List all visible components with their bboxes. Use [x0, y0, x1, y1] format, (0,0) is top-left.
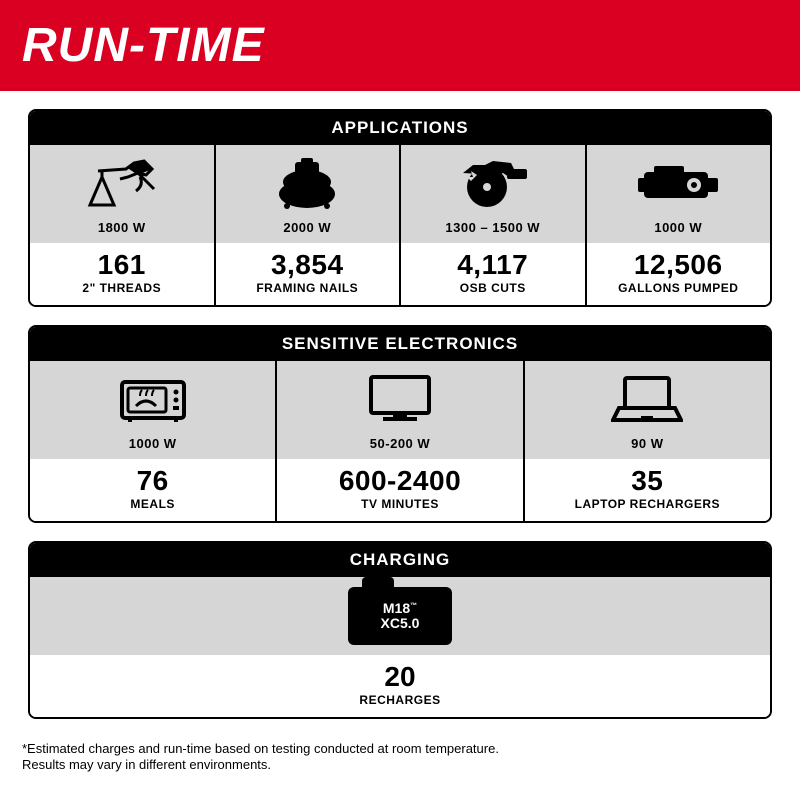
app-cell-osb: 1300 – 1500 W 4,117 OSB CUTS — [401, 145, 587, 305]
threads-watt: 1800 W — [30, 220, 214, 243]
saw-icon — [401, 145, 585, 220]
meals-watt: 1000 W — [30, 436, 275, 459]
app-cell-pump: 1000 W 12,506 GALLONS PUMPED — [587, 145, 771, 305]
framing-watt: 2000 W — [216, 220, 400, 243]
footnote: *Estimated charges and run-time based on… — [0, 737, 500, 774]
laptop-label: LAPTOP RECHARGERS — [525, 497, 770, 521]
app-cell-framing: 2000 W 3,854 FRAMING NAILS — [216, 145, 402, 305]
osb-watt: 1300 – 1500 W — [401, 220, 585, 243]
electronics-title: SENSITIVE ELECTRONICS — [30, 327, 770, 361]
battery-tm: ™ — [410, 603, 417, 610]
battery-line2: XC5.0 — [381, 615, 420, 631]
osb-label: OSB CUTS — [401, 281, 585, 305]
battery-icon: M18™ XC5.0 — [30, 577, 770, 655]
header-title: RUN-TIME — [22, 19, 265, 72]
tv-icon — [277, 361, 522, 436]
elec-cell-tv: 50-200 W 600-2400 TV MINUTES — [277, 361, 524, 521]
battery-text: M18™ XC5.0 — [381, 601, 420, 630]
osb-value: 4,117 — [401, 243, 585, 281]
battery-line1: M18 — [383, 600, 410, 616]
applications-row: 1800 W 161 2" THREADS 2000 W 3,854 FRAMI… — [30, 145, 770, 305]
charging-section: CHARGING M18™ XC5.0 20 RECHARGES — [28, 541, 772, 719]
threader-icon — [30, 145, 214, 220]
threads-label: 2" THREADS — [30, 281, 214, 305]
app-cell-threads: 1800 W 161 2" THREADS — [30, 145, 216, 305]
content-area: APPLICATIONS 1800 W 161 2" THREADS 2000 … — [0, 91, 800, 719]
charging-value: 20 — [30, 655, 770, 693]
pump-watt: 1000 W — [587, 220, 771, 243]
tv-watt: 50-200 W — [277, 436, 522, 459]
charging-title: CHARGING — [30, 543, 770, 577]
laptop-watt: 90 W — [525, 436, 770, 459]
header-banner: RUN-TIME — [0, 0, 800, 91]
electronics-section: SENSITIVE ELECTRONICS 1000 W 76 MEALS 50… — [28, 325, 772, 523]
framing-value: 3,854 — [216, 243, 400, 281]
electronics-row: 1000 W 76 MEALS 50-200 W 600-2400 TV MIN… — [30, 361, 770, 521]
laptop-icon — [525, 361, 770, 436]
meals-label: MEALS — [30, 497, 275, 521]
threads-value: 161 — [30, 243, 214, 281]
pump-value: 12,506 — [587, 243, 771, 281]
framing-label: FRAMING NAILS — [216, 281, 400, 305]
compressor-icon — [216, 145, 400, 220]
applications-title: APPLICATIONS — [30, 111, 770, 145]
elec-cell-meals: 1000 W 76 MEALS — [30, 361, 277, 521]
microwave-icon — [30, 361, 275, 436]
applications-section: APPLICATIONS 1800 W 161 2" THREADS 2000 … — [28, 109, 772, 307]
laptop-value: 35 — [525, 459, 770, 497]
charging-label: RECHARGES — [30, 693, 770, 717]
elec-cell-laptop: 90 W 35 LAPTOP RECHARGERS — [525, 361, 770, 521]
tv-label: TV MINUTES — [277, 497, 522, 521]
meals-value: 76 — [30, 459, 275, 497]
tv-value: 600-2400 — [277, 459, 522, 497]
battery-shape: M18™ XC5.0 — [348, 587, 452, 645]
pump-label: GALLONS PUMPED — [587, 281, 771, 305]
pump-icon — [587, 145, 771, 220]
